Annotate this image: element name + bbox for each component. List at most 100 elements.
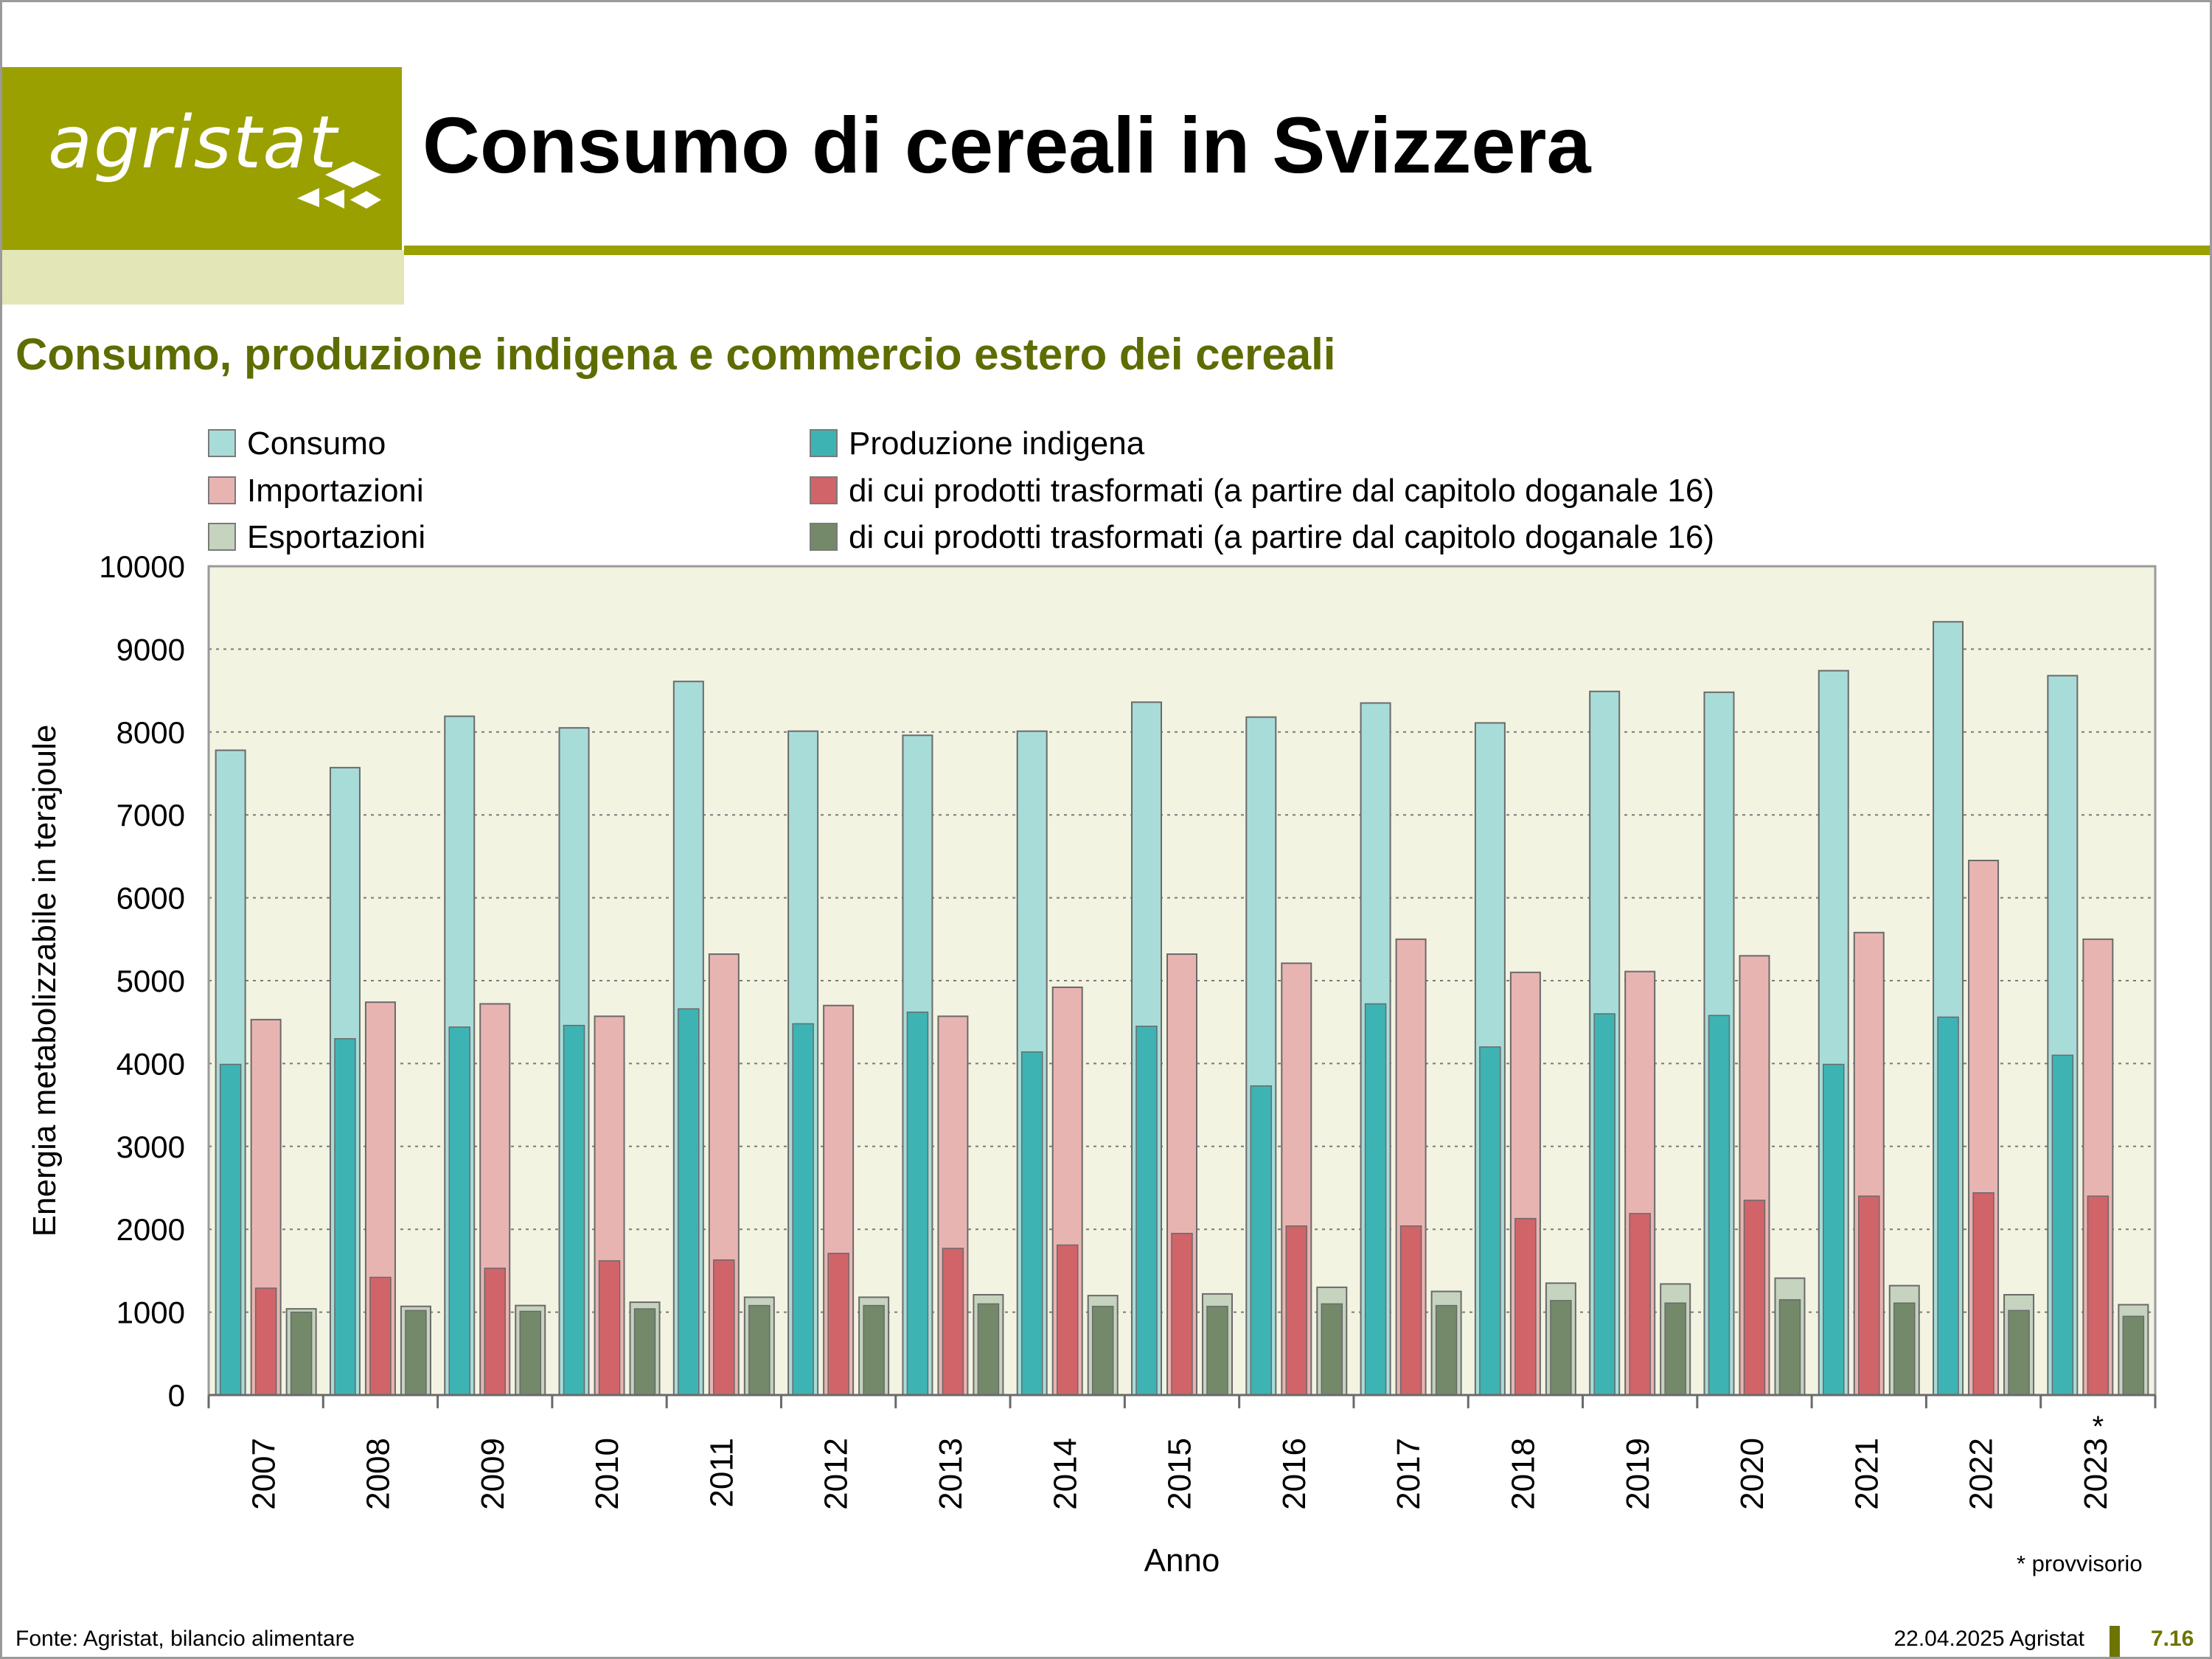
bar-import-trasformati-2007 [254,1287,277,1396]
y-tick-label: 7000 [116,798,185,832]
bar-export-trasformati-2019 [1664,1302,1686,1396]
bar-produzione-indigena-2020 [1708,1015,1731,1396]
bar-export-trasformati-2010 [633,1308,656,1396]
logo-underband [2,250,404,305]
bar-produzione-indigena-2012 [792,1023,814,1396]
bar-export-trasformati-2021 [1893,1302,1916,1396]
y-tick-label: 1000 [116,1295,185,1330]
x-tick-label: 2011 [703,1438,740,1508]
bar-produzione-indigena-2017 [1364,1003,1387,1396]
x-tick-label: 2015 [1162,1438,1198,1510]
footnote: * provvisorio [2017,1551,2143,1576]
bar-export-trasformati-2007 [290,1311,313,1396]
x-tick-label: 2020 [1734,1438,1770,1510]
y-tick-label: 4000 [116,1046,185,1081]
bar-import-trasformati-2019 [1629,1213,1651,1396]
x-tick-label: 2018 [1506,1438,1542,1510]
y-tick-label: 2000 [116,1212,185,1247]
bar-import-trasformati-2008 [369,1276,392,1396]
bar-produzione-indigena-2007 [219,1063,242,1396]
legend-swatch [208,476,236,504]
footer-date: 22.04.2025 Agristat [1893,1627,2084,1651]
bar-produzione-indigena-2018 [1479,1046,1501,1396]
legend-swatch [208,429,236,457]
bar-export-trasformati-2012 [863,1304,885,1396]
y-tick-label: 3000 [116,1130,185,1164]
bar-export-trasformati-2015 [1206,1305,1228,1396]
y-tick-label: 8000 [116,715,185,750]
bar-export-trasformati-2016 [1321,1303,1343,1396]
bar-export-trasformati-2014 [1091,1305,1114,1396]
bar-produzione-indigena-2014 [1020,1051,1043,1396]
x-tick-label: 2008 [361,1438,397,1510]
x-tick-label: 2022 [1964,1438,2000,1510]
bar-import-trasformati-2013 [942,1248,964,1396]
bar-import-trasformati-2012 [827,1253,849,1396]
bar-import-trasformati-2014 [1056,1244,1079,1396]
x-tick-label: 2023 [2078,1438,2114,1510]
y-axis: 0 1000 2000 3000 4000 5000 6000 7000 8000 9000 100… [99,549,185,1413]
logo-banner [2,67,402,250]
legend-label: Esportazioni [247,519,425,555]
agristat-logo-icon [297,161,381,209]
bar-produzione-indigena-2016 [1250,1085,1273,1396]
y-tick-label: 9000 [116,632,185,667]
bar-export-trasformati-2017 [1435,1304,1458,1396]
bars [215,621,2149,1397]
y-tick-label: 10000 [99,549,185,584]
x-tick-label: 2007 [246,1438,282,1510]
agristat-logo-text: agristat [48,101,338,185]
bar-import-trasformati-2020 [1743,1200,1766,1396]
y-tick-label: 6000 [116,881,185,916]
x-tick-label: 2019 [1620,1438,1656,1510]
bar-export-trasformati-2013 [977,1303,1000,1396]
bar-import-trasformati-2010 [598,1260,621,1396]
bar-produzione-indigena-2008 [334,1037,356,1396]
bar-produzione-indigena-2009 [448,1026,470,1396]
bar-export-trasformati-2011 [748,1304,771,1396]
legend-label: Importazioni [247,473,424,509]
bar-export-trasformati-2018 [1550,1300,1572,1396]
y-tick-label: 0 [168,1378,185,1413]
x-tick-label: 2017 [1391,1438,1427,1510]
chart-subtitle: Consumo, produzione indigena e commercio… [15,330,1336,379]
legend-label: Consumo [247,425,386,462]
bar-import-trasformati-2011 [713,1259,735,1396]
legend-swatch [810,476,838,504]
x-axis: 2007 2008 2009 2010 2011 2012 2013 2014 2015 2016… [207,1394,2157,1510]
bar-import-trasformati-2009 [484,1267,506,1396]
legend-swatch [208,523,236,551]
chart-legend: Consumo Produzione indigena Importazioni di… [208,425,1714,555]
x-tick-label: 2009 [475,1438,511,1510]
bar-produzione-indigena-2015 [1135,1026,1158,1396]
x-tick-label: 2010 [589,1438,625,1510]
bar-export-trasformati-2020 [1778,1298,1801,1396]
provisional-mark: * [2093,1411,2104,1443]
bar-import-trasformati-2021 [1858,1195,1880,1396]
x-tick-label: 2013 [933,1438,969,1510]
bar-import-trasformati-2023 [2087,1195,2110,1396]
bar-import-trasformati-2016 [1285,1225,1308,1396]
legend-label: Produzione indigena [849,425,1145,462]
bar-produzione-indigena-2022 [1937,1016,1959,1396]
bar-export-trasformati-2009 [519,1310,541,1396]
legend-swatch [810,429,838,457]
bar-produzione-indigena-2010 [563,1024,585,1396]
page-number: 7.16 [2151,1627,2194,1651]
bar-import-trasformati-2022 [1972,1192,1994,1396]
bar-produzione-indigena-2013 [906,1011,929,1396]
footer-source: Fonte: Agristat, bilancio alimentare [15,1627,355,1651]
bar-export-trasformati-2023 [2122,1315,2145,1396]
footer-divider [2110,1626,2120,1657]
x-tick-label: 2012 [818,1438,855,1510]
bar-produzione-indigena-2011 [678,1008,700,1396]
x-tick-label: 2014 [1047,1438,1083,1510]
bar-export-trasformati-2022 [2008,1310,2030,1396]
legend-swatch [810,523,838,551]
y-tick-label: 5000 [116,964,185,998]
bar-import-trasformati-2017 [1399,1225,1422,1396]
legend-label: di cui prodotti trasformati (a partire d… [849,519,1714,555]
y-axis-label: Energia metabolizzabile in terajoule [27,725,63,1237]
